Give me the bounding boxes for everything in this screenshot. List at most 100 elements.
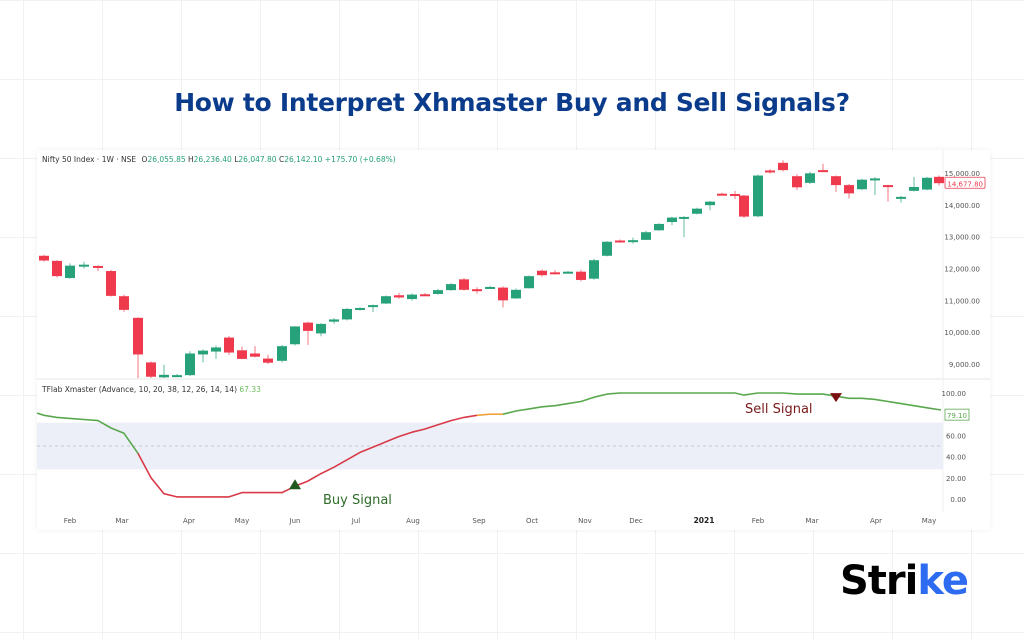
candle-body [934,176,944,184]
sell-signal-label: Sell Signal [745,402,813,417]
indicator-line-neutral [476,413,503,417]
close-label: C [278,155,285,164]
candle-body [133,317,143,355]
price-tick-label: 14,000.00 [944,202,980,210]
candle-body [615,240,625,243]
candle-body [818,170,828,173]
candle-body [739,195,749,217]
indicator-tick-label: 40.00 [946,454,966,462]
indicator-axis[interactable]: 100.00 60.00 40.00 20.00 0.00 79.10 [942,390,970,504]
candle-body [446,284,456,291]
candle-body [355,307,365,310]
candle-body [844,185,854,194]
high-value: 26,236.40 [193,155,232,164]
candle-body [52,260,62,277]
candle-body [198,350,208,355]
time-tick-label: Mar [115,517,128,525]
candle-body [692,208,702,214]
candle-body [524,276,534,289]
candle-body [329,319,339,322]
time-axis[interactable]: Feb Mar Apr May Jun Jul Aug Sep Oct Nov Dec 2021 Feb… [64,516,936,525]
candle-body [667,217,677,223]
change-value: +175.70 (+0.68%) [324,155,396,164]
indicator-line-bull [36,412,139,454]
price-tick-label: 11,000.00 [944,297,980,305]
candle-body [172,375,182,378]
time-tick-label: Feb [64,517,77,525]
candle-body [537,270,547,276]
candle-body [250,353,260,357]
last-price-tag: 14,677.80 [944,176,986,189]
indicator-legend: TFlab Xmaster (Advance, 10, 20, 38, 12, … [42,385,261,394]
candle-body [277,346,287,361]
time-tick-label: Feb [752,517,765,525]
candle-body [368,305,378,308]
candle-body [65,265,75,279]
price-tick-label: 15,000.00 [944,170,980,178]
time-tick-label: Nov [578,517,592,525]
candle-body [602,241,612,256]
high-label: H [188,155,194,164]
price-axis[interactable]: 15,000.00 14,000.00 13,000.00 12,000.00 11,0… [944,170,980,369]
candle-body [778,162,788,171]
candle-body [654,223,664,231]
candle-body [576,271,586,280]
price-tick-label: 10,000.00 [944,329,980,337]
candle-body [550,272,560,275]
time-tick-label: Sep [472,517,486,525]
time-tick-label: Apr [870,517,882,525]
price-legend: Nifty 50 Index · 1W · NSE O26,055.85 H26… [42,155,396,164]
time-tick-label: Aug [406,517,420,525]
indicator-line [36,392,942,498]
page-title: How to Interpret Xhmaster Buy and Sell S… [174,88,850,117]
candle-body [472,289,482,292]
candle-body [39,255,49,261]
logo-text-main: Stri [840,558,918,604]
candle-body [79,264,89,267]
symbol-label: Nifty 50 Index · 1W · NSE [42,155,137,164]
candle-body [237,350,247,359]
candle-body [730,194,740,197]
candle-body [805,173,815,183]
candle-body [485,286,495,289]
indicator-tick-label: 20.00 [946,475,966,483]
candle-body [185,353,195,376]
candle-body [459,279,469,290]
candle-body [106,271,116,296]
low-value: 26,047.80 [238,155,277,164]
candle-body [909,187,919,191]
time-tick-label: Dec [629,517,643,525]
time-tick-label: Apr [183,517,195,525]
indicator-line-bear [137,414,478,498]
buy-signal-label: Buy Signal [323,493,392,508]
candle-body [433,290,443,294]
time-tick-label: Mar [805,517,818,525]
candle-body [717,193,727,196]
candle-body [641,232,651,240]
candle-body [146,362,156,377]
indicator-tick-label: 0.00 [950,496,966,504]
candle-body [119,296,129,310]
time-tick-label: 2021 [694,516,715,525]
candlestick-series [39,160,944,378]
indicator-band [37,422,943,470]
candle-body [407,294,417,300]
indicator-value: 67.33 [239,385,261,394]
last-indicator-box [944,408,970,421]
candle-body [224,337,234,353]
candle-body [381,296,391,304]
candle-body [753,175,763,217]
last-indicator-label: 79.10 [947,412,967,420]
candle-body [420,294,430,297]
candle-body [563,271,573,274]
time-tick-label: Jun [289,517,301,525]
candle-body [589,260,599,279]
candle-body [628,240,638,243]
candle-body [263,358,273,363]
candle-body [93,265,103,268]
candle-body [705,201,715,206]
time-tick-label: Oct [526,517,538,525]
open-value: 26,055.85 [147,155,186,164]
candle-body [870,178,880,181]
